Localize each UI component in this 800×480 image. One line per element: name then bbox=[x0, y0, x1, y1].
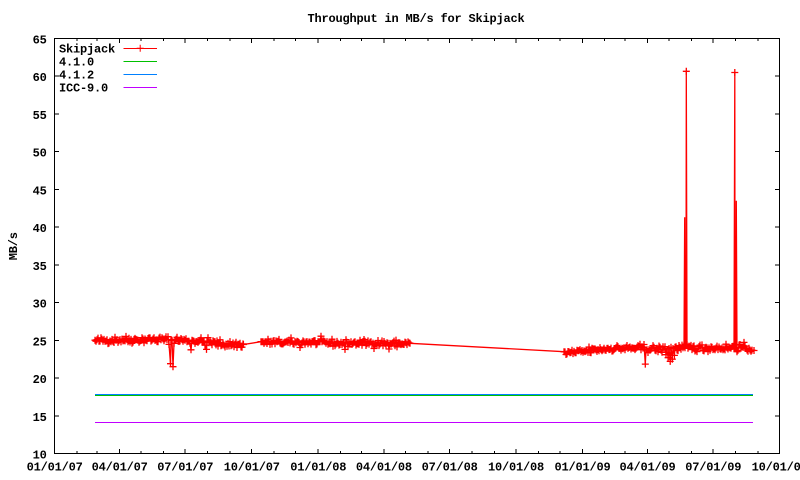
svg-text:35: 35 bbox=[33, 260, 47, 274]
svg-text:07/01/07: 07/01/07 bbox=[157, 461, 213, 475]
svg-text:07/01/09: 07/01/09 bbox=[685, 461, 741, 475]
svg-text:10/01/09: 10/01/09 bbox=[752, 461, 800, 475]
svg-text:50: 50 bbox=[33, 147, 47, 161]
svg-text:Skipjack: Skipjack bbox=[59, 42, 115, 56]
svg-text:4.1.2: 4.1.2 bbox=[59, 69, 94, 83]
svg-text:Throughput in MB/s for Skipjac: Throughput in MB/s for Skipjack bbox=[307, 12, 524, 26]
svg-text:04/01/08: 04/01/08 bbox=[356, 461, 412, 475]
svg-text:01/01/08: 01/01/08 bbox=[290, 461, 346, 475]
svg-text:20: 20 bbox=[33, 373, 47, 387]
svg-text:10/01/07: 10/01/07 bbox=[224, 461, 280, 475]
svg-text:10/01/08: 10/01/08 bbox=[488, 461, 544, 475]
svg-text:25: 25 bbox=[33, 335, 47, 349]
svg-text:55: 55 bbox=[33, 109, 47, 123]
svg-text:4.1.0: 4.1.0 bbox=[59, 56, 94, 70]
svg-text:45: 45 bbox=[33, 184, 47, 198]
svg-text:MB/s: MB/s bbox=[7, 232, 21, 260]
svg-text:01/01/07: 01/01/07 bbox=[27, 461, 83, 475]
svg-text:ICC-9.0: ICC-9.0 bbox=[59, 82, 108, 96]
svg-text:04/01/09: 04/01/09 bbox=[619, 461, 675, 475]
svg-text:15: 15 bbox=[33, 411, 47, 425]
svg-text:10: 10 bbox=[33, 449, 47, 463]
svg-text:65: 65 bbox=[33, 34, 47, 48]
svg-text:30: 30 bbox=[33, 298, 47, 312]
svg-text:40: 40 bbox=[33, 222, 47, 236]
svg-text:01/01/09: 01/01/09 bbox=[554, 461, 610, 475]
svg-text:60: 60 bbox=[33, 71, 47, 85]
svg-text:04/01/07: 04/01/07 bbox=[92, 461, 148, 475]
svg-text:07/01/08: 07/01/08 bbox=[422, 461, 478, 475]
